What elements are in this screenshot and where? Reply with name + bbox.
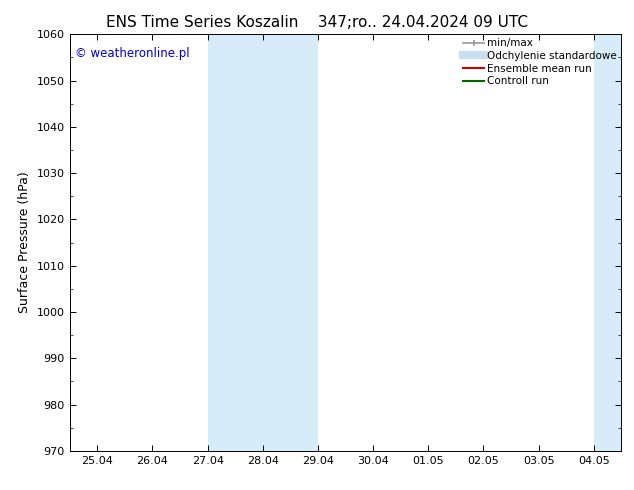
Bar: [593, 34, 634, 451]
Y-axis label: Surface Pressure (hPa): Surface Pressure (hPa): [18, 172, 31, 314]
Text: ENS Time Series Koszalin    347;ro.. 24.04.2024 09 UTC: ENS Time Series Koszalin 347;ro.. 24.04.…: [106, 15, 528, 30]
Text: © weatheronline.pl: © weatheronline.pl: [75, 47, 190, 60]
Bar: [207, 34, 318, 451]
Legend: min/max, Odchylenie standardowe, Ensemble mean run, Controll run: min/max, Odchylenie standardowe, Ensembl…: [462, 36, 619, 88]
